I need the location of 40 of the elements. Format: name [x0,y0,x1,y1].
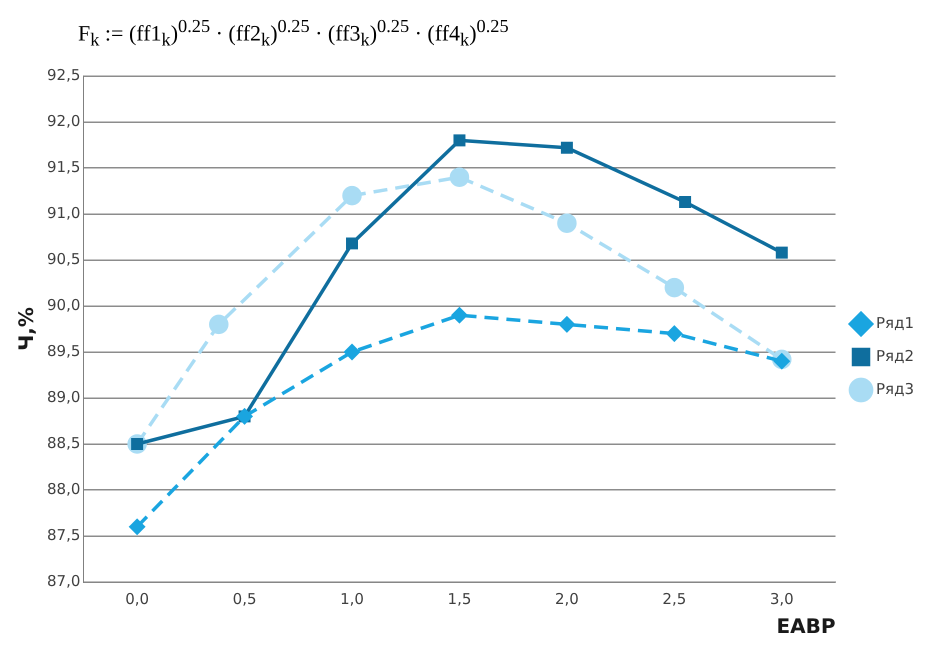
y-tick-label: 90,5 [46,250,80,268]
y-tick-label: 89,5 [46,342,80,360]
y-tick-label: 89,0 [46,388,80,406]
y-tick-label: 87,0 [46,572,80,590]
chart-title: F$_{k}$ := (ff1$_{k}$)$^{0.25}$ · (ff2$_{k}$)$^{0.25}$ · (ff3$_{k}$)$^{0.25}$ · (ff4$_{k}$)$^{0.25}$ [78,16,509,50]
x-tick-label: 2,0 [554,590,579,608]
x-tick-label: 3,0 [770,590,794,608]
point [776,246,788,259]
x-tick-label: 1,0 [340,590,364,608]
point [453,134,466,146]
point [560,142,573,154]
y-tick-label: 91,5 [46,158,80,176]
point [346,237,358,250]
point [344,344,360,360]
point [557,213,577,233]
point [666,326,682,342]
point [559,316,575,332]
point [679,196,692,208]
legend-label: Ряд1 [876,314,914,332]
legend-label: Ряд2 [876,346,914,365]
x-tick-label: 0,5 [232,590,256,608]
y-axis-title: Ч,% [14,307,38,351]
y-tick-label: 88,0 [46,480,80,498]
point [129,519,145,535]
point [452,307,468,323]
legend-label: Ряд3 [876,380,914,398]
point [450,167,470,187]
x-tick-label: 0,0 [125,590,150,608]
y-tick-label: 92,5 [46,66,80,84]
x-axis-title: ЕАВР [776,614,836,638]
x-tick-label: 1,5 [448,590,472,608]
point [342,186,362,206]
y-tick-label: 88,5 [46,434,80,452]
y-tick-label: 90,0 [46,296,80,314]
y-tick-label: 91,0 [46,204,80,222]
x-tick-label: 2,5 [662,590,686,608]
y-tick-label: 92,0 [46,112,80,130]
point [664,278,684,298]
point [209,314,229,334]
y-tick-label: 87,5 [46,526,80,544]
